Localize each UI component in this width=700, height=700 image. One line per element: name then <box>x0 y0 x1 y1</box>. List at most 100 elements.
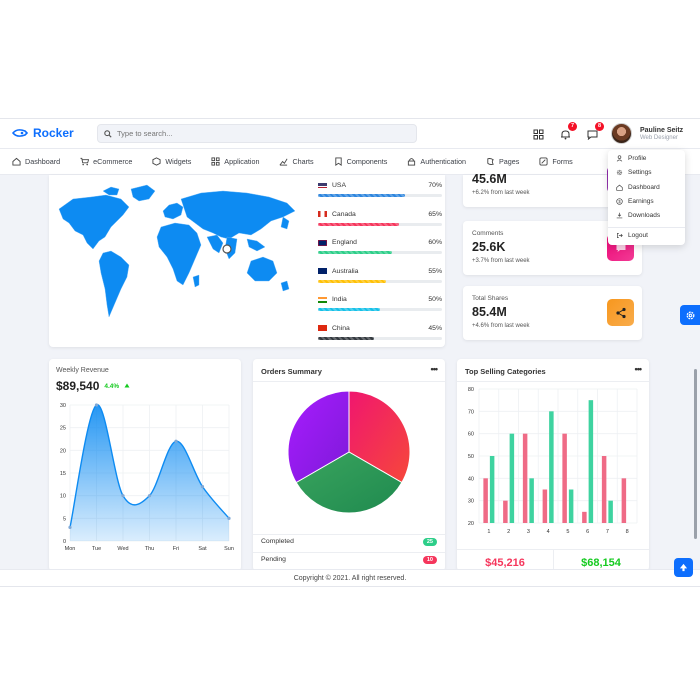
pages-icon <box>487 158 494 165</box>
nav-item-pages[interactable]: Pages <box>486 157 519 166</box>
dropdown-item-label: Profile <box>628 155 647 162</box>
world-map-card: USA 70% Canada 65% England 60% Australia 55% Ind… <box>49 175 445 347</box>
x-tick-label: Sat <box>198 546 207 552</box>
y-tick-label: 25 <box>60 426 66 432</box>
dropdown-item-downloads[interactable]: Downloads <box>616 212 660 219</box>
orders-summary-card: Orders Summary ••• Completed 25 Pending 10 <box>253 359 445 571</box>
orders-pie-chart <box>287 390 411 514</box>
x-tick-label: Mon <box>65 546 76 552</box>
orders-summary-title: Orders Summary <box>261 367 322 376</box>
country-name: Canada <box>332 210 356 218</box>
nav-item-ecommerce[interactable]: eCommerce <box>80 157 132 166</box>
arrow-up-icon <box>679 563 688 572</box>
user-name: Pauline Seitz <box>640 126 684 134</box>
bar[interactable] <box>522 433 528 523</box>
data-point[interactable] <box>227 516 231 520</box>
data-point[interactable] <box>174 439 178 443</box>
search-input[interactable] <box>117 129 397 138</box>
nav-item-charts[interactable]: Charts <box>279 157 314 166</box>
dropdown-item-settings[interactable]: Settings <box>616 169 652 176</box>
bar[interactable] <box>562 433 567 523</box>
country-percent: 60% <box>428 239 442 246</box>
dropdown-item-earnings[interactable]: $ Earnings <box>616 198 654 205</box>
y-tick-label: 0 <box>63 539 66 545</box>
data-point[interactable] <box>94 403 99 407</box>
dropdown-item-dashboard[interactable]: Dashboard <box>616 184 660 191</box>
apps-grid-button[interactable] <box>533 127 546 140</box>
pie-slice[interactable] <box>287 390 350 484</box>
notification-badge: 7 <box>568 122 577 131</box>
bar[interactable] <box>601 456 607 523</box>
search-bar[interactable] <box>97 124 417 143</box>
progress-track <box>318 308 442 311</box>
data-point[interactable] <box>68 525 72 529</box>
country-row: India 50% <box>318 296 442 311</box>
nav-item-dashboard[interactable]: Dashboard <box>12 157 60 166</box>
arrow-up-icon <box>124 383 130 388</box>
nav-item-authentication[interactable]: Authentication <box>407 157 466 166</box>
bar[interactable] <box>621 478 627 523</box>
bar[interactable] <box>489 456 495 523</box>
more-options-icon[interactable]: ••• <box>634 364 643 374</box>
stat-card: Total Shares 85.4M +4.6% from last week <box>463 286 642 340</box>
dropdown-item-label: Downloads <box>628 212 661 219</box>
country-percent: 70% <box>428 182 442 189</box>
x-tick-label: 4 <box>547 529 550 535</box>
bar[interactable] <box>588 400 594 523</box>
map-pin-icon[interactable] <box>222 244 232 254</box>
status-label: Pending <box>261 556 286 563</box>
page-scrollbar[interactable] <box>694 369 697 539</box>
nav-item-widgets[interactable]: Widgets <box>152 157 191 166</box>
country-name: USA <box>332 182 346 189</box>
dropdown-item-logout[interactable]: Logout <box>616 232 648 239</box>
flag-icon <box>318 268 327 274</box>
grid-icon <box>533 129 544 140</box>
chart-icon <box>280 158 288 166</box>
card-divider <box>253 381 445 382</box>
theme-settings-button[interactable] <box>680 305 700 325</box>
stat-value: 85.4M <box>472 305 507 319</box>
grid-icon <box>211 157 220 166</box>
logo[interactable]: Rocker <box>12 126 74 140</box>
data-point[interactable] <box>200 485 205 489</box>
home-icon <box>616 184 623 191</box>
user-dropdown-menu: Profile Settings Dashboard $ Earnings Downloa… <box>608 150 685 245</box>
bar[interactable] <box>608 500 613 523</box>
world-map <box>58 184 296 318</box>
pie-slice[interactable] <box>348 390 411 484</box>
progress-fill <box>318 194 405 197</box>
back-to-top-button[interactable] <box>674 558 693 577</box>
y-tick-label: 70 <box>468 409 474 415</box>
nav-label: eCommerce <box>93 157 133 166</box>
country-name: China <box>332 324 350 332</box>
nav-item-application[interactable]: Application <box>211 157 259 166</box>
data-point[interactable] <box>147 494 152 498</box>
gear-icon <box>686 311 694 319</box>
bar[interactable] <box>483 478 488 523</box>
lock-icon <box>408 158 416 166</box>
nav-item-components[interactable]: Components <box>334 157 387 166</box>
stat-label: Comments <box>472 230 504 237</box>
card-divider <box>253 534 445 535</box>
progress-track <box>318 194 442 197</box>
notifications-button[interactable]: 7 <box>560 122 577 140</box>
dropdown-item-profile[interactable]: Profile <box>616 155 646 162</box>
bar[interactable] <box>503 500 508 523</box>
bar[interactable] <box>509 433 515 523</box>
bar[interactable] <box>549 411 554 523</box>
bar[interactable] <box>582 511 587 523</box>
user-menu-toggle[interactable]: Pauline Seitz Web Designer <box>611 123 683 144</box>
message-badge: 8 <box>595 122 604 131</box>
status-count-badge: 10 <box>422 556 437 564</box>
bar[interactable] <box>568 489 574 524</box>
user-role: Web Designer <box>640 134 678 141</box>
messages-button[interactable]: 8 <box>587 122 604 141</box>
bar[interactable] <box>529 478 534 523</box>
nav-item-forms[interactable]: Forms <box>539 157 573 166</box>
card-divider <box>553 549 554 571</box>
data-point[interactable] <box>121 494 125 498</box>
country-row: Canada 65% <box>318 210 442 226</box>
more-options-icon[interactable]: ••• <box>430 364 439 374</box>
top-selling-title: Top Selling Categories <box>465 367 546 376</box>
bar[interactable] <box>542 489 548 524</box>
